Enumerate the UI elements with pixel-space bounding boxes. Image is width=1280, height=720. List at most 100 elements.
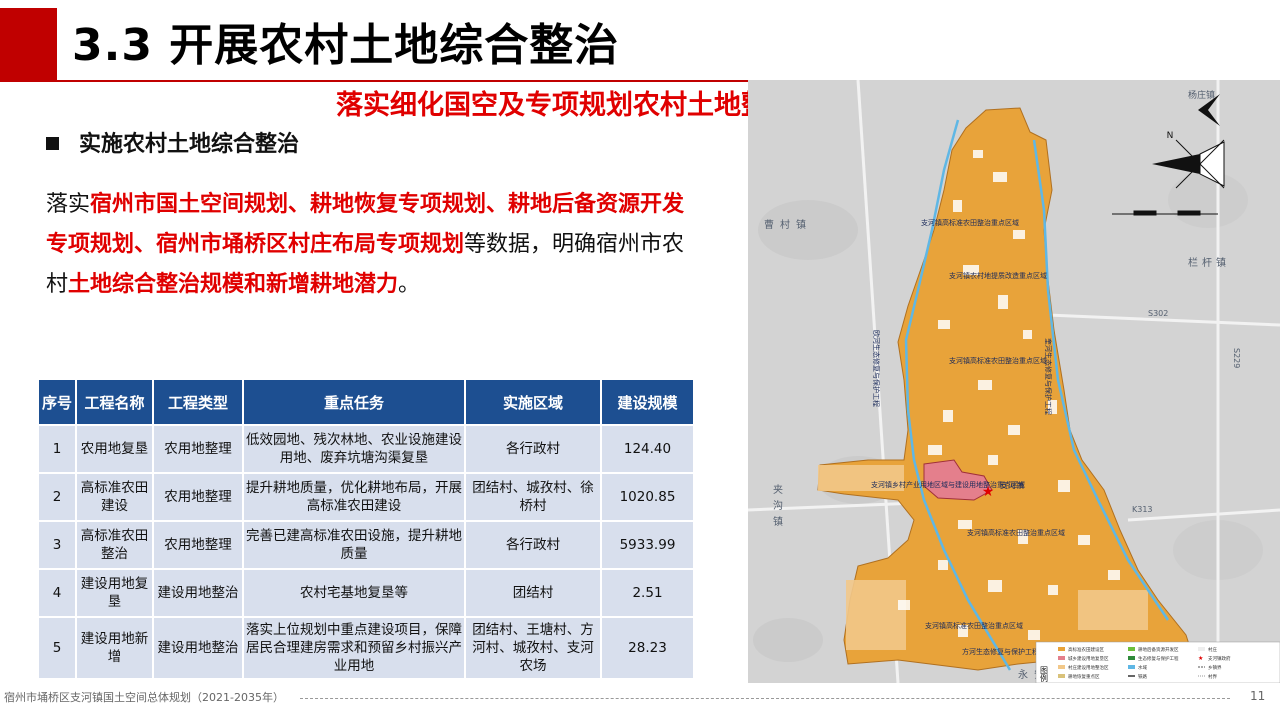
cell-name: 建设用地新增 <box>75 616 154 680</box>
zone-label: 支河镇高标准农田整治重点区域 <box>921 218 1019 227</box>
cell-area: 团结村、城孜村、徐桥村 <box>464 472 602 522</box>
corridor-label: 方河生态修复与保护工程 <box>962 647 1039 656</box>
table-row: 3 高标准农田整治 农用地整理 完善已建高标准农田设施，提升耕地质量 各行政村 … <box>37 520 695 570</box>
town-center-zone <box>923 459 993 501</box>
col-header-no: 序号 <box>37 378 77 426</box>
project-table: 序号 工程名称 工程类型 重点任务 实施区域 建设规模 1 农用地复垦 农用地整… <box>37 378 695 680</box>
table-row: 4 建设用地复垦 建设用地整治 农村宅基地复垦等 团结村 2.51 <box>37 568 695 618</box>
svg-text:★: ★ <box>1198 655 1203 662</box>
road-label: K313 <box>1132 505 1153 514</box>
cell-no: 3 <box>37 520 77 570</box>
town-center-label: 支河镇 <box>1000 480 1024 490</box>
legend-item: 城乡建设用地复垦区 <box>1068 655 1109 662</box>
footer-divider <box>300 698 1230 699</box>
square-bullet-icon <box>46 136 59 150</box>
legend-item: 水域 <box>1138 664 1147 671</box>
cell-no: 1 <box>37 424 77 474</box>
cell-task: 提升耕地质量，优化耕地布局，开展高标准农田建设 <box>242 472 466 522</box>
town-label: 曹村镇 <box>764 218 812 231</box>
para-emphasis-scale: 土地综合整治规模和新增耕地潜力 <box>68 272 399 297</box>
col-header-name: 工程名称 <box>75 378 154 426</box>
town-label: 夹沟镇 <box>771 483 783 532</box>
zone-label: 支河镇高标准农田整治重点区域 <box>949 356 1047 365</box>
town-labels: 曹村镇 栏杆镇 夹沟镇 永安镇 杨庄镇 <box>764 89 1230 681</box>
para-text-1: 落实 <box>46 192 91 217</box>
legend-item: 村庄建设用地整治区 <box>1068 664 1109 671</box>
table-row: 1 农用地复垦 农用地整理 低效园地、残次林地、农业设施建设用地、废弃坑塘沟渠复… <box>37 424 695 474</box>
cell-name: 建设用地复垦 <box>75 568 154 618</box>
cell-name: 高标准农田整治 <box>75 520 154 570</box>
legend-item: 生态修复与保护工程 <box>1138 655 1179 662</box>
farmland-main-area <box>817 107 1195 671</box>
title-divider <box>57 80 1280 82</box>
cell-task: 农村宅基地复垦等 <box>242 568 466 618</box>
table-row: 2 高标准农田建设 农用地整理 提升耕地质量，优化耕地布局，开展高标准农田建设 … <box>37 472 695 522</box>
cell-name: 高标准农田建设 <box>75 472 154 522</box>
cell-scale: 2.51 <box>600 568 695 618</box>
page-title: 3.3 开展农村土地综合整治 <box>72 20 620 71</box>
legend-title: 图例 <box>1040 666 1049 683</box>
compass-icon: N <box>1152 94 1225 189</box>
corridor-label: 欧河生态修复与保护工程 <box>872 330 881 407</box>
road-label: S229 <box>1232 348 1241 368</box>
legend-item: 村界 <box>1208 673 1217 680</box>
cell-name: 农用地复垦 <box>75 424 154 474</box>
para-emphasis-plans: 宿州市国土空间规划、耕地恢复专项规划、耕地后备资源开发专项规划、宿州市埇桥区村庄… <box>46 192 685 257</box>
cell-no: 4 <box>37 568 77 618</box>
scale-bar <box>1112 210 1218 216</box>
zone-label: 支河镇高标准农田整治重点区域 <box>925 621 1023 630</box>
legend-item: 耕地恢复重点区 <box>1068 673 1100 680</box>
col-header-scale: 建设规模 <box>600 378 695 426</box>
legend-item: 铁路 <box>1138 673 1147 680</box>
table-header-row: 序号 工程名称 工程类型 重点任务 实施区域 建设规模 <box>37 378 695 426</box>
road-labels: S302 S229 K313 <box>1132 309 1241 514</box>
cell-task: 落实上位规划中重点建设项目，保障居民合理建房需求和预留乡村振兴产业用地 <box>242 616 466 680</box>
cell-area: 团结村、王塘村、方河村、城孜村、支河农场 <box>464 616 602 680</box>
para-text-2: 等数据，明确宿州市农村 <box>46 232 685 297</box>
cell-type: 建设用地整治 <box>152 616 244 680</box>
legend-item: 耕地后备资源开发区 <box>1138 646 1179 653</box>
table-row: 5 建设用地新增 建设用地整治 落实上位规划中重点建设项目，保障居民合理建房需求… <box>37 616 695 680</box>
village-patches <box>898 150 1120 640</box>
cell-type: 农用地整理 <box>152 424 244 474</box>
svg-text:N: N <box>1167 131 1174 141</box>
road-label: S302 <box>1148 309 1168 318</box>
planning-map: 支河镇高标准农田整治重点区域 支河镇农村地提质改造重点区域 支河镇高标准农田整治… <box>748 80 1280 683</box>
cell-no: 5 <box>37 616 77 680</box>
col-header-type: 工程类型 <box>152 378 244 426</box>
legend-item: 乡镇界 <box>1208 664 1222 671</box>
cell-scale: 5933.99 <box>600 520 695 570</box>
legend-item: 村庄 <box>1208 646 1217 653</box>
cell-type: 建设用地整治 <box>152 568 244 618</box>
corridor-labels: 欧河生态修复与保护工程 奎河生态修复与保护工程 方河生态修复与保护工程 <box>872 330 1053 656</box>
cell-type: 农用地整理 <box>152 520 244 570</box>
cell-area: 团结村 <box>464 568 602 618</box>
cell-area: 各行政村 <box>464 520 602 570</box>
para-text-3: 。 <box>398 272 421 297</box>
cell-area: 各行政村 <box>464 424 602 474</box>
section-heading: 实施农村土地综合整治 <box>46 128 299 162</box>
legend-item: 高标准农田建设区 <box>1068 646 1104 653</box>
col-header-area: 实施区域 <box>464 378 602 426</box>
town-label: 栏杆镇 <box>1188 256 1230 269</box>
town-label: 杨庄镇 <box>1188 89 1215 101</box>
cell-type: 农用地整理 <box>152 472 244 522</box>
corridor-label: 奎河生态修复与保护工程 <box>1044 338 1053 415</box>
cell-task: 完善已建高标准农田设施，提升耕地质量 <box>242 520 466 570</box>
section-heading-text: 实施农村土地综合整治 <box>79 132 300 157</box>
cell-task: 低效园地、残次林地、农业设施建设用地、废弃坑塘沟渠复垦 <box>242 424 466 474</box>
cell-scale: 1020.85 <box>600 472 695 522</box>
rivers <box>904 119 1170 671</box>
town-center-star-icon: ★ <box>982 484 995 500</box>
intro-paragraph: 落实宿州市国土空间规划、耕地恢复专项规划、耕地后备资源开发专项规划、宿州市埇桥区… <box>46 185 686 305</box>
light-farmland-patches <box>818 465 1148 650</box>
map-legend: 图例 高标准农田建设区 耕地后备资源开发区 村庄 城乡建设用地复垦区 生态修复与… <box>1035 641 1280 683</box>
zone-labels: 支河镇高标准农田整治重点区域 支河镇农村地提质改造重点区域 支河镇高标准农田整治… <box>871 218 1065 630</box>
cell-scale: 28.23 <box>600 616 695 680</box>
page-number: 11 <box>1250 689 1266 703</box>
title-accent-block <box>0 8 57 82</box>
zone-label: 支河镇农村地提质改造重点区域 <box>949 271 1047 280</box>
col-header-task: 重点任务 <box>242 378 466 426</box>
zone-label: 支河镇乡村产业用地区域与建设用地整治重点区域 <box>871 480 1025 489</box>
footer-source: 宿州市埇桥区支河镇国土空间总体规划（2021-2035年） <box>4 691 284 704</box>
